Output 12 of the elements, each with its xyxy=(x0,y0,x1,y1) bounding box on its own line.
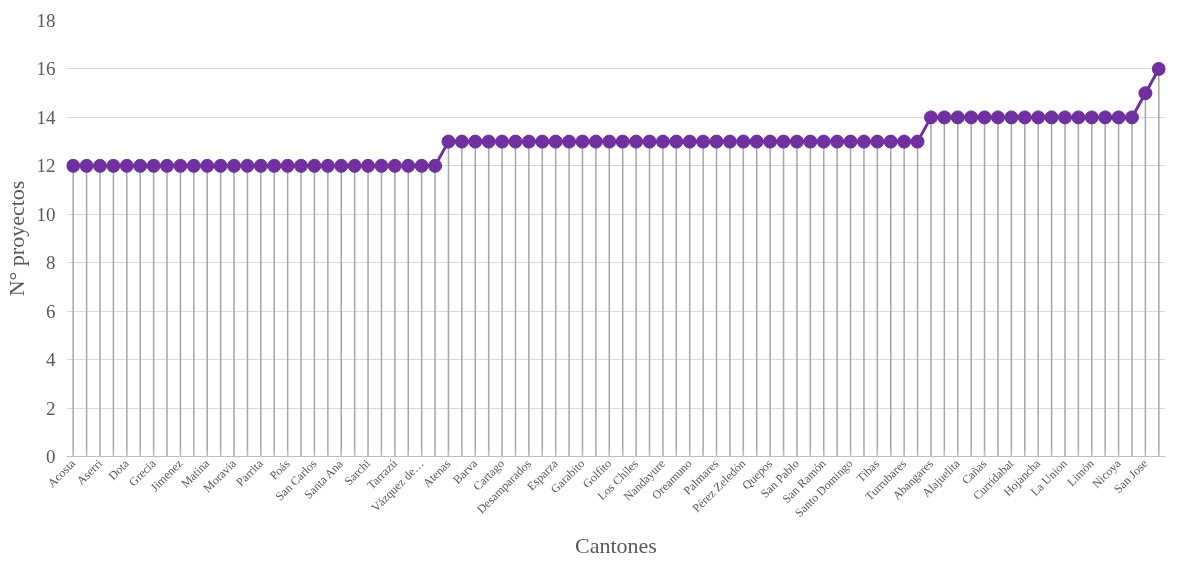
y-tick-label: 16 xyxy=(36,58,56,80)
y-tick-label: 18 xyxy=(36,10,56,31)
y-axis-title: N° proyectos xyxy=(3,180,29,297)
y-tick-label: 10 xyxy=(36,203,56,225)
y-tick-label: 0 xyxy=(46,446,56,467)
x-axis-title: Cantones xyxy=(575,532,657,558)
y-tick-label: 12 xyxy=(36,155,56,177)
y-tick-label: 4 xyxy=(46,349,56,371)
y-tick-label: 6 xyxy=(46,300,56,322)
y-tick-label: 8 xyxy=(46,252,56,274)
y-tick-label: 14 xyxy=(36,106,56,128)
y-tick-label: 2 xyxy=(46,397,56,419)
